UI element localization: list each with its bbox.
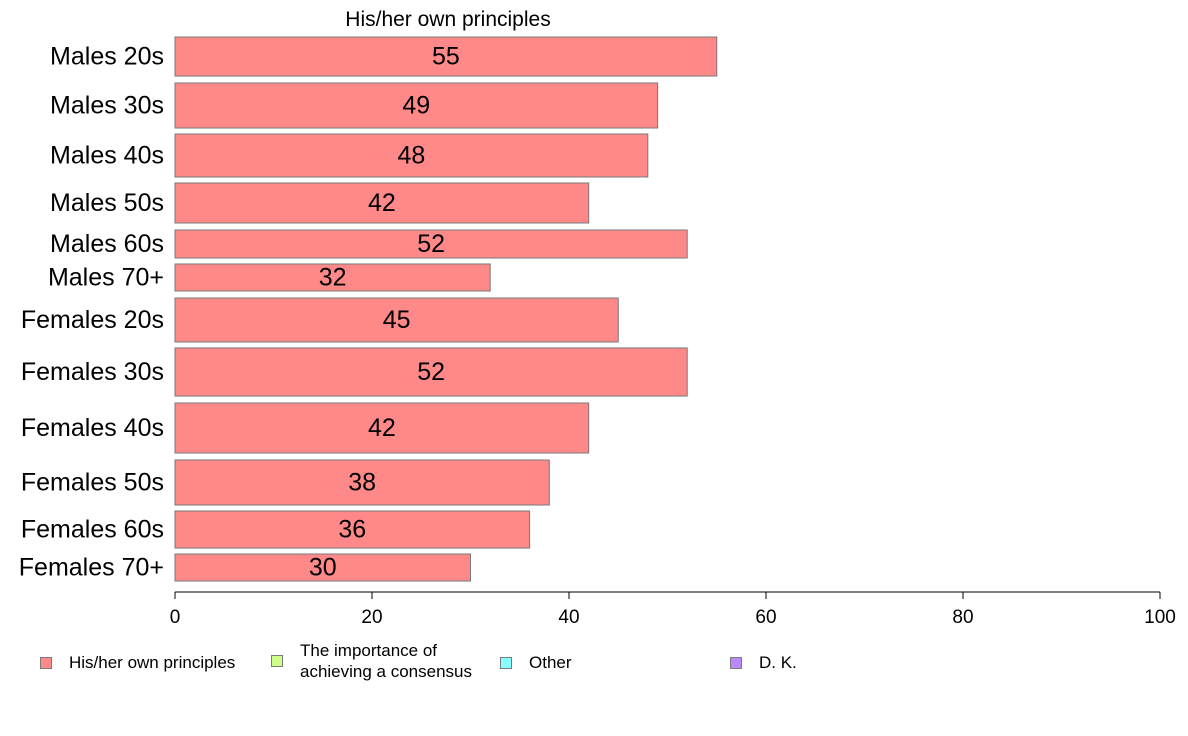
category-label: Females 50s xyxy=(21,469,164,497)
category-label: Females 30s xyxy=(21,358,164,386)
value-label: 49 xyxy=(402,92,430,120)
legend-label-dk: D. K. xyxy=(759,653,797,672)
value-label: 52 xyxy=(417,358,445,386)
category-label: Females 40s xyxy=(21,414,164,442)
value-label: 48 xyxy=(397,142,425,170)
bar-chart: His/her own principles Males 20s Males 30… xyxy=(19,8,1176,628)
legend-swatch-other xyxy=(500,656,512,669)
legend-item-consensus: The importance of achieving a consensus xyxy=(271,640,472,682)
value-label: 45 xyxy=(383,306,411,334)
x-tick-label: 60 xyxy=(755,607,776,628)
category-label: Males 70+ xyxy=(48,264,164,292)
legend-item-own-principles: His/her own principles xyxy=(40,652,235,673)
category-label: Males 40s xyxy=(50,142,164,170)
value-label: 38 xyxy=(348,469,376,497)
value-label: 52 xyxy=(417,230,445,258)
x-tick-label: 0 xyxy=(170,607,181,628)
x-tick-label: 100 xyxy=(1144,607,1176,628)
value-label: 32 xyxy=(319,264,347,292)
legend-item-dk: D. K. xyxy=(730,652,797,673)
x-tick-label: 20 xyxy=(361,607,382,628)
legend-label-other: Other xyxy=(529,653,572,672)
category-label: Males 50s xyxy=(50,189,164,217)
x-tick-label: 40 xyxy=(558,607,579,628)
category-label: Males 60s xyxy=(50,230,164,258)
bar-females-20s xyxy=(174,297,619,343)
category-label: Females 20s xyxy=(21,306,164,334)
x-tick-label: 80 xyxy=(952,607,973,628)
legend: His/her own principles The importance of… xyxy=(0,640,1188,690)
category-label: Males 30s xyxy=(50,92,164,120)
bar-females-50s xyxy=(174,459,550,506)
bar-females-70- xyxy=(174,553,471,582)
legend-item-other: Other xyxy=(500,652,572,673)
bar-males-40s xyxy=(174,133,649,178)
legend-label-consensus: The importance of achieving a consensus xyxy=(300,641,473,681)
value-label: 55 xyxy=(432,43,460,71)
bar-males-70- xyxy=(174,263,491,292)
value-label: 30 xyxy=(309,554,337,582)
category-labels-group: Males 20s Males 30s Males 40s Males 50s Male… xyxy=(19,43,164,582)
value-label: 42 xyxy=(368,414,396,442)
chart-title: His/her own principles xyxy=(345,8,550,31)
category-label: Females 70+ xyxy=(19,554,164,582)
bars-group xyxy=(174,36,718,582)
bar-females-40s xyxy=(174,402,590,454)
category-label: Females 60s xyxy=(21,516,164,544)
bar-females-60s xyxy=(174,510,531,549)
legend-label-own-principles: His/her own principles xyxy=(69,653,236,672)
bar-males-20s xyxy=(174,36,718,77)
bar-males-30s xyxy=(174,82,659,129)
value-label: 36 xyxy=(338,516,366,544)
legend-swatch-own-principles xyxy=(40,656,52,669)
legend-swatch-consensus xyxy=(271,655,283,667)
bar-males-60s xyxy=(174,229,688,259)
category-label: Males 20s xyxy=(50,43,164,71)
legend-swatch-dk xyxy=(730,656,742,669)
x-axis: 0 20 40 60 80 100 xyxy=(170,591,1176,628)
bar-males-50s xyxy=(174,182,590,224)
value-label: 42 xyxy=(368,189,396,217)
bar-females-30s xyxy=(174,347,688,397)
